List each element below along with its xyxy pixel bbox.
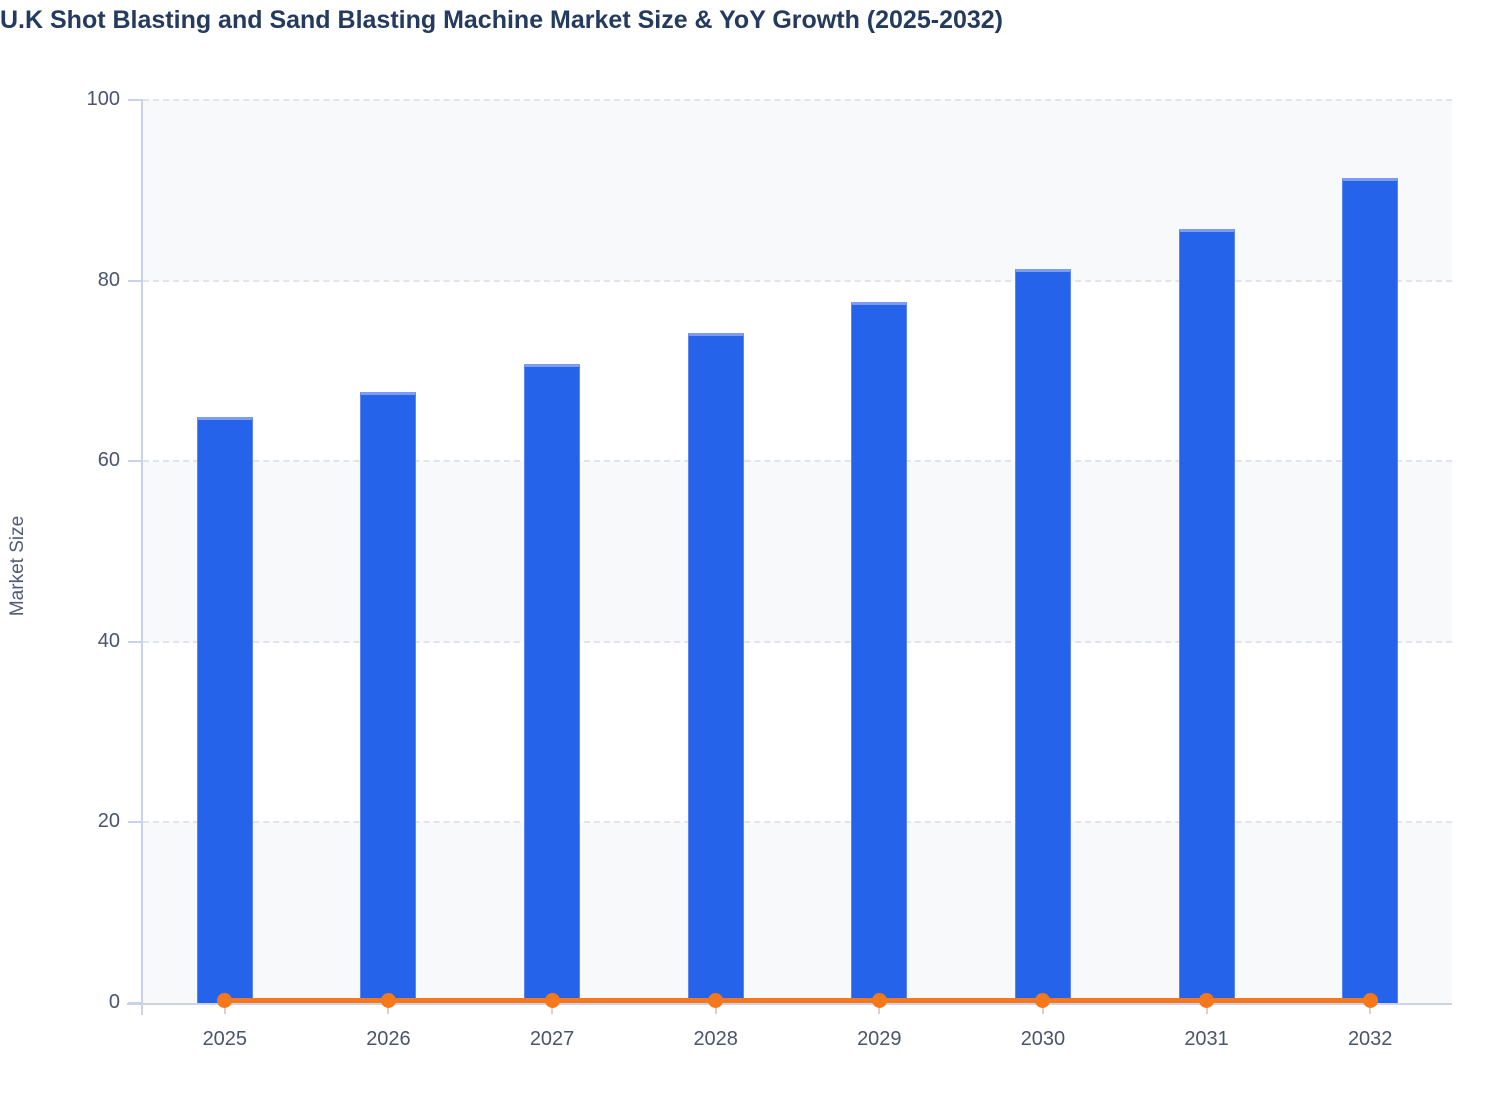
split-band-60-80 <box>143 280 1452 462</box>
yoy-marker-2025[interactable] <box>217 993 233 1008</box>
y-tick-label-40: 40 <box>97 629 120 652</box>
x-tick-label-2030: 2030 <box>1020 1028 1066 1050</box>
bar-2032[interactable] <box>1342 177 1399 1003</box>
x-tick-label-2031: 2031 <box>1184 1028 1229 1050</box>
bar-2028[interactable] <box>687 332 744 1003</box>
x-tick-label-2032: 2032 <box>1347 1028 1393 1050</box>
x-axis-tick-2030 <box>1041 1003 1044 1014</box>
x-axis-tick-2026 <box>387 1003 390 1014</box>
y-axis-line <box>141 100 143 1015</box>
y-axis-tick-100 <box>128 99 143 101</box>
chart-title: U.K Shot Blasting and Sand Blasting Mach… <box>0 6 1004 34</box>
x-axis-tick-edge <box>141 1003 143 1014</box>
y-tick-label-100: 100 <box>86 88 120 110</box>
bar-2025[interactable] <box>196 416 253 1003</box>
x-axis-tick-2028 <box>714 1003 717 1014</box>
x-axis-tick-2025 <box>223 1003 226 1014</box>
y-tick-label-0: 0 <box>108 991 120 1013</box>
split-band-40-60 <box>143 461 1452 642</box>
x-axis-tick-2031 <box>1205 1003 1208 1014</box>
x-tick-label-2026: 2026 <box>366 1028 411 1050</box>
gridline-100 <box>143 99 1452 101</box>
bar-2029[interactable] <box>851 302 908 1003</box>
y-axis-tick-80 <box>128 279 143 282</box>
gridline-60 <box>143 460 1452 463</box>
x-axis-tick-2027 <box>551 1003 554 1014</box>
split-band-0-20 <box>143 822 1452 1003</box>
x-axis-tick-2029 <box>878 1003 881 1014</box>
bar-2026[interactable] <box>360 391 417 1003</box>
y-axis-tick-20 <box>128 821 143 824</box>
x-tick-label-2027: 2027 <box>529 1028 575 1050</box>
y-tick-label-80: 80 <box>97 268 120 291</box>
yoy-marker-2026[interactable] <box>380 993 396 1008</box>
yoy-marker-2031[interactable] <box>1199 993 1215 1008</box>
yoy-marker-2029[interactable] <box>871 993 887 1008</box>
split-band-80-100 <box>143 100 1452 281</box>
x-tick-label-2029: 2029 <box>857 1028 902 1050</box>
x-tick-label-2025: 2025 <box>202 1028 248 1050</box>
split-band-20-40 <box>143 641 1452 823</box>
plot-area <box>127 99 1452 1015</box>
y-axis-tick-0 <box>128 1002 143 1004</box>
gridline-40 <box>143 640 1452 643</box>
gridline-20 <box>143 821 1452 824</box>
x-axis-tick-2032 <box>1369 1003 1372 1014</box>
y-axis-tick-40 <box>128 640 143 643</box>
x-axis-line <box>127 1003 1452 1005</box>
yoy-marker-2032[interactable] <box>1362 993 1378 1008</box>
yoy-marker-2027[interactable] <box>544 993 560 1008</box>
bar-2031[interactable] <box>1178 229 1235 1003</box>
yoy-marker-2028[interactable] <box>708 993 724 1008</box>
yoy-growth-line[interactable] <box>224 998 1371 1003</box>
x-tick-label-2028: 2028 <box>693 1028 738 1050</box>
y-tick-label-60: 60 <box>97 449 120 472</box>
gridline-80 <box>143 279 1452 282</box>
yoy-marker-2030[interactable] <box>1035 993 1051 1008</box>
bar-2030[interactable] <box>1014 268 1071 1003</box>
y-tick-label-20: 20 <box>97 810 120 833</box>
y-axis-title: Market Size <box>7 515 28 617</box>
y-axis-tick-60 <box>128 460 143 463</box>
bar-2027[interactable] <box>524 363 581 1003</box>
